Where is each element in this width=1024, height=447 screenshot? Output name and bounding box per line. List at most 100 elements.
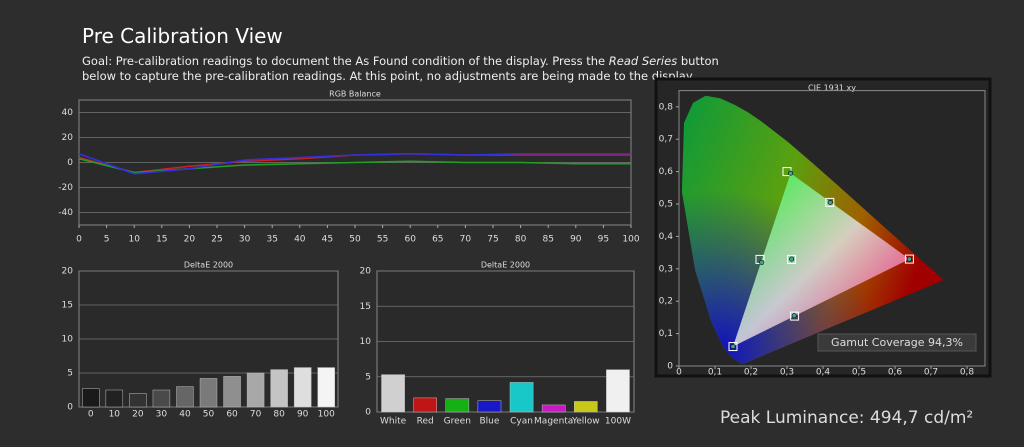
bar: [82, 388, 100, 408]
y-tick-label: 15: [62, 301, 73, 311]
x-tick-label: 0,3: [780, 368, 794, 378]
x-tick-label: 0,4: [816, 368, 831, 378]
x-tick-label: 0,8: [960, 368, 975, 378]
x-tick-label: 40: [179, 410, 191, 420]
x-tick-label: 70: [460, 235, 472, 245]
bar: [606, 369, 630, 413]
x-tick-label: Red: [417, 417, 434, 427]
y-tick-label: 0,4: [659, 232, 674, 242]
y-tick-label: 5: [365, 372, 371, 382]
y-tick-label: -20: [58, 183, 73, 193]
target-marker: [825, 197, 835, 207]
x-tick-label: 0: [76, 235, 82, 245]
x-tick-label: 20: [132, 410, 144, 420]
chart: CIE 1931 xy 0 0,1 0,2 0,3 0,4 0,5 0,6 0,7 0,8 0 0,1…: [659, 84, 986, 378]
bar: [477, 400, 502, 413]
bar: [381, 374, 405, 413]
x-tick-label: 80: [273, 410, 285, 420]
x-tick-label: 95: [598, 235, 609, 245]
x-tick-label: 0: [88, 410, 94, 420]
y-tick-label: 0,6: [659, 167, 674, 177]
bar: [541, 404, 566, 413]
x-tick-label: 30: [156, 410, 168, 420]
x-tick-label: 30: [239, 235, 251, 245]
x-tick-label: 0,5: [852, 368, 866, 378]
series-line: [78, 152, 631, 175]
x-tick-label: 50: [203, 410, 215, 420]
y-tick-label: 15: [360, 302, 371, 312]
bar: [317, 367, 335, 408]
x-tick-label: 65: [432, 235, 443, 245]
x-tick-label: 15: [156, 235, 167, 245]
x-tick-label: 75: [487, 235, 498, 245]
x-tick-label: Cyan: [510, 417, 533, 427]
bar: [223, 376, 241, 408]
x-tick-label: 90: [570, 235, 582, 245]
x-tick-label: Blue: [479, 417, 499, 427]
y-tick-label: 0,5: [659, 200, 673, 210]
x-tick-label: 50: [349, 235, 361, 245]
bar: [573, 401, 598, 413]
x-tick-label: 90: [297, 410, 309, 420]
target-marker: [728, 342, 738, 352]
x-tick-label: 0: [676, 368, 682, 378]
bar: [445, 398, 470, 413]
x-tick-label: 0,6: [888, 368, 903, 378]
x-tick-label: 10: [109, 410, 121, 420]
goal-emphasis: Read Series: [608, 54, 678, 68]
goal-text: Goal: Pre-calibration readings to docume…: [82, 54, 722, 84]
bar: [129, 393, 147, 408]
x-tick-label: 60: [226, 410, 238, 420]
x-tick-label: 85: [542, 235, 553, 245]
x-tick-label: Green: [444, 417, 471, 427]
x-tick-label: 20: [184, 235, 196, 245]
target-marker: [790, 311, 800, 321]
bar: [105, 389, 124, 408]
x-tick-label: 45: [322, 235, 333, 245]
y-tick-label: 0,1: [659, 329, 673, 339]
bar: [293, 367, 312, 408]
x-tick-label: 25: [211, 235, 222, 245]
measured-marker: [730, 344, 736, 350]
x-tick-label: 100: [318, 410, 335, 420]
y-tick-label: 0: [667, 362, 673, 372]
x-tick-label: 60: [404, 235, 416, 245]
gamut-triangle: [733, 173, 910, 347]
y-tick-label: 0: [67, 403, 73, 413]
bar: [176, 386, 194, 408]
chart: RGB Balance -40 -20 0 20 40 0 5 10 15 20 25 30 35 40 45…: [58, 90, 640, 245]
x-tick-label: 40: [294, 235, 306, 245]
bar: [199, 378, 218, 408]
y-tick-label: 20: [360, 267, 372, 277]
y-tick-label: 40: [62, 108, 74, 118]
y-tick-label: -40: [58, 208, 73, 218]
header: Pre Calibration View Goal: Pre-calibrati…: [82, 24, 722, 84]
x-tick-label: 5: [104, 235, 110, 245]
x-tick-label: 100W: [605, 417, 631, 427]
x-tick-label: Magenta: [534, 417, 573, 427]
chart: DeltaE 2000 0 5 10 15 20 0 10 20 30 40 50 60 70 80 90 10…: [62, 261, 339, 420]
measured-marker: [789, 256, 795, 262]
x-tick-label: 70: [250, 410, 262, 420]
bar: [509, 382, 534, 413]
target-marker: [904, 254, 914, 264]
x-tick-label: 100: [622, 235, 639, 245]
x-tick-label: 0,1: [708, 368, 722, 378]
y-tick-label: 0: [67, 158, 73, 168]
bar: [246, 372, 265, 408]
y-tick-label: 20: [62, 267, 74, 277]
y-tick-label: 5: [67, 369, 73, 379]
chart-title: DeltaE 2000: [184, 261, 233, 270]
annotation: Gamut Coverage 94,3%: [831, 336, 963, 349]
x-tick-label: 0,2: [744, 368, 758, 378]
x-tick-label: 80: [515, 235, 527, 245]
y-tick-label: 10: [360, 337, 372, 347]
measured-marker: [906, 256, 912, 262]
x-tick-label: 10: [128, 235, 140, 245]
x-tick-label: White: [380, 417, 407, 427]
bar: [152, 389, 171, 408]
y-tick-label: 0,8: [659, 102, 674, 112]
y-tick-label: 0,2: [659, 297, 673, 307]
